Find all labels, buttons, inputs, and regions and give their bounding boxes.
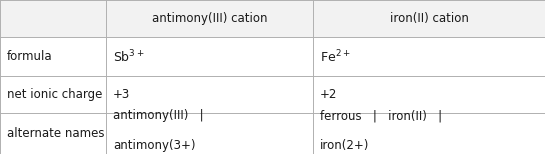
- Text: iron(2+): iron(2+): [320, 139, 370, 152]
- Bar: [0, 0, 545, 37]
- Text: antimony(3+): antimony(3+): [113, 139, 195, 152]
- Text: antimony(III)   |: antimony(III) |: [113, 109, 203, 122]
- Text: Fe$^{2+}$: Fe$^{2+}$: [320, 48, 350, 65]
- Text: +3: +3: [113, 88, 130, 101]
- Text: alternate names: alternate names: [7, 127, 104, 140]
- Text: ferrous   |   iron(II)   |: ferrous | iron(II) |: [320, 109, 442, 122]
- Text: net ionic charge: net ionic charge: [7, 88, 102, 101]
- Text: antimony(III) cation: antimony(III) cation: [152, 12, 268, 25]
- Text: +2: +2: [320, 88, 337, 101]
- Text: formula: formula: [7, 50, 52, 63]
- Text: iron(II) cation: iron(II) cation: [390, 12, 469, 25]
- Text: Sb$^{3+}$: Sb$^{3+}$: [113, 48, 144, 65]
